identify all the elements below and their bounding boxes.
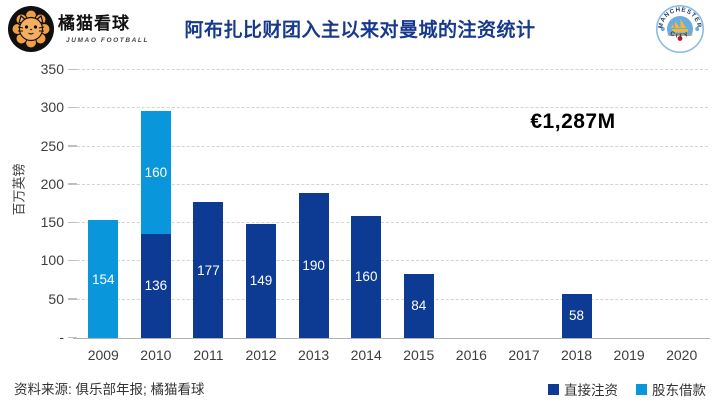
- y-axis-tick-label: -: [59, 329, 64, 345]
- bar-column: 154 2009: [77, 70, 130, 363]
- bar-column: 2019: [603, 70, 656, 363]
- gridline: [77, 298, 708, 300]
- x-axis-tick-label: 2010: [140, 347, 172, 363]
- svg-text:CITY: CITY: [669, 30, 692, 40]
- bar-column: 190 2013: [287, 70, 340, 363]
- y-axis-tick: [68, 106, 77, 109]
- legend-swatch-direct-icon: [548, 383, 559, 395]
- x-axis-tick-label: 2017: [508, 347, 540, 363]
- source-note: 资料来源: 俱乐部年报; 橘猫看球: [14, 382, 205, 397]
- legend-label-direct: 直接注资: [564, 383, 618, 398]
- y-axis-tick-label: 100: [40, 252, 64, 269]
- legend-item-loan: 股东借款: [636, 379, 706, 399]
- manchester-city-badge-icon: MANCHESTER CITY: [656, 5, 704, 53]
- bar-value-label: 58: [569, 308, 585, 324]
- y-axis-tick: [68, 221, 77, 224]
- logo-subtitle: JUMAO FOOTBALL: [66, 37, 150, 44]
- bar-value-label: 84: [411, 298, 427, 314]
- y-axis-tick: [68, 183, 77, 185]
- y-axis-tick: [68, 259, 77, 262]
- gridline: [77, 145, 708, 147]
- y-axis-tick: [68, 298, 77, 300]
- logo-title: 橘猫看球: [58, 14, 130, 33]
- plot-area: - 50 100 150 200 250 300 350 154 2009 136 160 2010 17…: [41, 62, 710, 363]
- legend-swatch-loan-icon: [636, 383, 647, 395]
- gridline: [77, 260, 708, 262]
- bar-column: 2016: [445, 70, 498, 363]
- x-axis-tick-label: 2020: [666, 347, 698, 363]
- y-axis-tick: [68, 68, 77, 70]
- bar-value-label: 177: [197, 262, 220, 278]
- bar-value-label: 136: [144, 278, 168, 294]
- gridline: [77, 69, 708, 70]
- x-axis-line: [73, 337, 710, 339]
- bar-column: 149 2012: [235, 70, 288, 363]
- gridline: [77, 183, 708, 185]
- jumao-cat-logo-icon: [8, 6, 54, 52]
- bar-segment: 177: [193, 202, 224, 338]
- y-axis-tick-label: 250: [40, 137, 64, 154]
- bar-column: 136 160 2010: [130, 70, 183, 363]
- x-axis-tick-label: 2016: [455, 347, 487, 363]
- bar-segment: 154: [88, 220, 119, 338]
- bar-column: 177 2011: [182, 70, 235, 363]
- bar-column: 58 2018: [550, 70, 603, 363]
- bar-segment: 58: [561, 293, 592, 338]
- bar-segment: 136: [140, 233, 171, 338]
- x-axis-tick-label: 2011: [193, 347, 224, 363]
- bar-column: 84 2015: [393, 70, 446, 363]
- x-axis-tick-label: 2019: [613, 347, 645, 363]
- bar-value-label: 160: [354, 269, 378, 285]
- bar-value-label: 154: [92, 271, 115, 287]
- bar-column: 160 2014: [340, 70, 393, 363]
- x-axis-tick-label: 2015: [403, 347, 435, 363]
- x-axis-tick-label: 2013: [298, 347, 330, 363]
- bar-segment: 149: [246, 223, 277, 338]
- bar-value-label: 160: [144, 165, 168, 181]
- gridline: [77, 107, 708, 109]
- bar-segment: 190: [298, 192, 329, 338]
- legend-item-direct: 直接注资: [548, 379, 618, 399]
- x-axis-tick-label: 2018: [560, 347, 593, 363]
- header: 橘猫看球 JUMAO FOOTBALL 阿布扎比财团入主以来对曼城的注资统计 M…: [0, 0, 720, 58]
- logo-text: 橘猫看球 JUMAO FOOTBALL: [58, 9, 149, 44]
- bar-value-label: 190: [302, 257, 325, 273]
- bar-segment: 160: [140, 111, 171, 234]
- x-axis-tick-label: 2009: [87, 347, 119, 363]
- x-axis-tick-label: 2012: [245, 347, 277, 363]
- bar-segment: 84: [403, 273, 434, 338]
- legend-label-loan: 股东借款: [652, 383, 706, 398]
- y-axis-tick-label: 150: [40, 214, 64, 231]
- y-axis-tick-label: 200: [40, 175, 64, 192]
- y-axis-tick-label: 350: [40, 61, 64, 77]
- legend: 直接注资 股东借款: [548, 379, 706, 399]
- x-axis-tick-label: 2014: [350, 347, 382, 363]
- bar-segment: 160: [351, 215, 382, 338]
- y-axis-tick: [68, 336, 77, 338]
- bar-column: 2020: [655, 70, 708, 363]
- bar-column: 2017: [498, 70, 551, 363]
- y-axis-tick-label: 300: [40, 99, 64, 116]
- badge-text-bottom: CITY: [669, 30, 690, 40]
- total-annotation: €1,287M: [530, 110, 616, 133]
- gridline: [77, 222, 708, 224]
- y-axis-tick-label: 50: [48, 290, 64, 307]
- page-title: 阿布扎比财团入主以来对曼城的注资统计: [184, 20, 536, 41]
- y-axis-tick: [68, 145, 77, 147]
- bar-value-label: 149: [249, 273, 273, 289]
